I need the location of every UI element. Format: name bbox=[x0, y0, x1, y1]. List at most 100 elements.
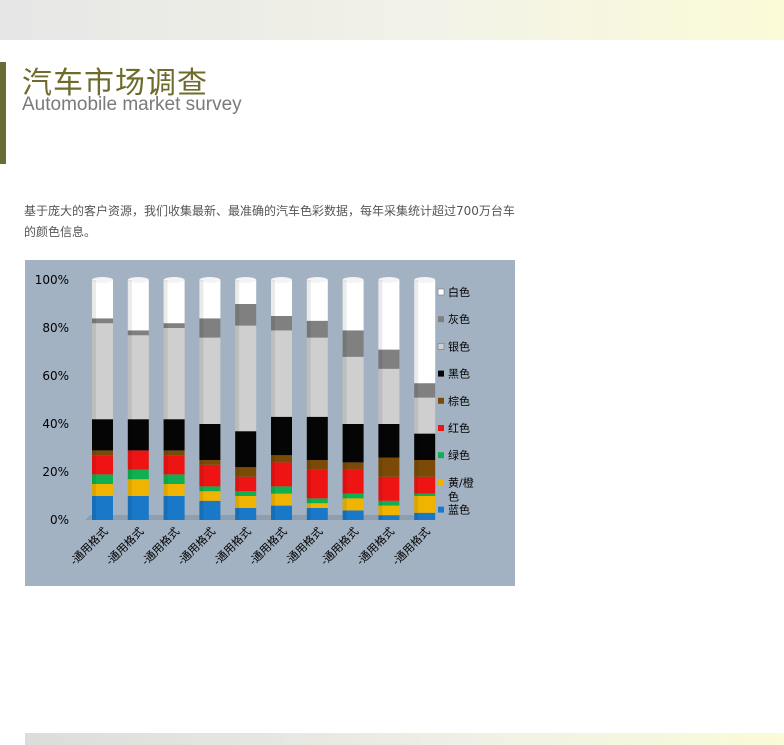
bar-segment bbox=[414, 460, 436, 477]
bar-segment bbox=[92, 318, 113, 324]
legend-swatch bbox=[438, 452, 444, 459]
bar-segment bbox=[342, 330, 364, 357]
bar-segment bbox=[163, 328, 185, 420]
bar-cap bbox=[163, 277, 185, 283]
bar-segment bbox=[235, 325, 257, 432]
bar-segment bbox=[92, 474, 113, 484]
legend-swatch bbox=[438, 370, 444, 377]
bar-segment bbox=[235, 491, 257, 496]
bar-cap bbox=[414, 277, 436, 283]
bar-segment bbox=[163, 484, 185, 496]
bar-segment bbox=[127, 450, 149, 470]
bar-segment bbox=[199, 464, 221, 487]
bar-segment bbox=[342, 469, 364, 494]
bar-segment bbox=[271, 462, 292, 487]
bar-segment bbox=[199, 491, 221, 501]
bar-segment bbox=[378, 505, 400, 516]
legend-swatch bbox=[437, 343, 445, 350]
legend-item: 蓝色 bbox=[438, 503, 470, 517]
bar-stack bbox=[92, 277, 113, 520]
bar-segment bbox=[271, 330, 292, 417]
legend-label: 绿色 bbox=[448, 448, 470, 462]
bar-stack bbox=[163, 277, 185, 520]
y-axis: 0% 20% 40% 60% 80% 100% bbox=[35, 273, 69, 527]
legend-label: 红色 bbox=[448, 421, 470, 435]
bar-segment bbox=[235, 280, 257, 304]
bar-cap bbox=[199, 277, 221, 283]
bar-segment bbox=[163, 455, 185, 475]
bar-segment bbox=[414, 493, 436, 496]
bar-segment bbox=[306, 469, 328, 499]
bar-segment bbox=[163, 323, 185, 328]
bar-segment bbox=[342, 356, 364, 424]
bar-segment bbox=[378, 457, 400, 477]
bar-segment bbox=[127, 335, 149, 420]
bar-segment bbox=[127, 280, 149, 331]
bar-segment bbox=[199, 280, 221, 319]
y-tick-label: 0% bbox=[50, 513, 69, 527]
bar-stack bbox=[414, 277, 436, 520]
bar-shade bbox=[414, 280, 419, 520]
bar-segment bbox=[342, 498, 364, 511]
bar-segment bbox=[163, 450, 185, 456]
y-tick-label: 20% bbox=[42, 465, 69, 479]
bar-stack bbox=[306, 277, 328, 520]
title-accent-bar bbox=[0, 62, 6, 164]
legend-item: 灰色 bbox=[438, 312, 470, 326]
bar-segment bbox=[306, 416, 328, 460]
bar-segment bbox=[378, 476, 400, 501]
bar-segment bbox=[378, 500, 400, 506]
bar-segment bbox=[342, 510, 364, 520]
bar-segment bbox=[271, 493, 292, 506]
bar-shade bbox=[235, 280, 240, 520]
bar-segment bbox=[163, 496, 185, 520]
bar-segment bbox=[271, 455, 292, 463]
bar-segment bbox=[306, 508, 328, 520]
bar-segment bbox=[271, 505, 292, 520]
bar-segment bbox=[342, 424, 364, 463]
legend-item: 白色 bbox=[437, 285, 470, 299]
bar-segment bbox=[199, 486, 221, 492]
description-text: 基于庞大的客户资源，我们收集最新、最准确的汽车色彩数据，每年采集统计超过700万… bbox=[24, 204, 515, 239]
chart-svg: 0%20%40%60%80%100% -通用格式-通用格式-通用格式-通用格式-… bbox=[25, 260, 515, 586]
bar-segment bbox=[127, 330, 149, 336]
legend-swatch bbox=[438, 506, 444, 513]
bar-cap bbox=[235, 277, 257, 283]
bar-segment bbox=[235, 431, 257, 468]
bar-cap bbox=[378, 277, 400, 283]
bar-shade bbox=[306, 280, 311, 520]
y-tick-label: 60% bbox=[42, 369, 69, 383]
legend-label: 白色 bbox=[448, 285, 470, 299]
legend-item: 黑色 bbox=[438, 367, 470, 381]
bar-shade bbox=[342, 280, 347, 520]
bar-cap bbox=[342, 277, 364, 283]
bar-segment bbox=[306, 460, 328, 470]
bar-segment bbox=[92, 323, 113, 420]
bar-shade bbox=[199, 280, 204, 520]
bar-segment bbox=[414, 512, 436, 520]
bar-segment bbox=[127, 469, 149, 480]
bar-segment bbox=[414, 496, 436, 513]
bar-segment bbox=[92, 280, 113, 319]
bar-segment bbox=[414, 433, 436, 460]
bar-cap bbox=[127, 277, 149, 283]
bar-segment bbox=[271, 486, 292, 494]
bar-segment bbox=[92, 419, 113, 451]
bar-segment bbox=[127, 496, 149, 520]
legend-swatch bbox=[437, 288, 445, 296]
bar-segment bbox=[235, 508, 257, 520]
bar-segment bbox=[235, 467, 257, 477]
legend-label-wrap: 色 bbox=[448, 489, 459, 503]
bar-segment bbox=[92, 496, 113, 520]
bar-segment bbox=[414, 476, 436, 494]
top-decorative-band bbox=[0, 0, 784, 40]
bar-segment bbox=[92, 484, 113, 496]
bar-cap bbox=[92, 277, 113, 283]
bar-segment bbox=[306, 337, 328, 417]
bar-segment bbox=[271, 280, 292, 316]
legend-swatch bbox=[438, 479, 444, 486]
bar-segment bbox=[92, 450, 113, 456]
bar-segment bbox=[199, 337, 221, 424]
bar-segment bbox=[414, 383, 436, 398]
